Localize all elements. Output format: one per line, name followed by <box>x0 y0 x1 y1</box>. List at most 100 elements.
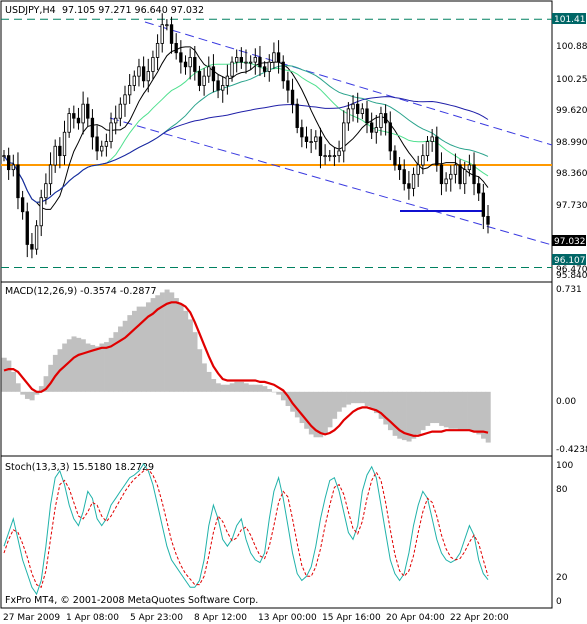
macd-histogram-bar <box>374 391 380 414</box>
candle <box>30 233 34 259</box>
candle <box>435 126 439 172</box>
time-tick: 5 Apr 23:00 <box>130 613 183 623</box>
candle <box>439 152 444 196</box>
candle-body <box>407 183 411 189</box>
price-tick: 99.620 <box>556 106 587 116</box>
candle <box>481 183 486 230</box>
candle <box>137 58 141 87</box>
candle <box>62 120 67 165</box>
candle-body <box>155 43 160 58</box>
candle-body <box>20 197 25 213</box>
candle-body <box>472 164 476 185</box>
macd-histogram-bar <box>113 332 119 392</box>
candle-body <box>328 155 332 158</box>
candle <box>183 55 188 75</box>
candle-body <box>453 164 458 175</box>
candle-body <box>132 75 136 86</box>
candle-body <box>449 173 453 180</box>
candle-body <box>481 192 486 217</box>
macd-histogram-bar <box>304 391 310 429</box>
candle-body <box>11 164 15 171</box>
stoch-tick: 0 <box>556 597 562 607</box>
macd-histogram-bar <box>481 391 487 439</box>
candle <box>416 155 420 187</box>
candle-body <box>444 178 448 185</box>
candle-body <box>467 164 472 171</box>
candle <box>267 54 271 82</box>
candle-body <box>137 66 141 77</box>
candle <box>346 102 351 131</box>
macd-histogram-bar <box>327 391 333 428</box>
candle-body <box>318 136 323 157</box>
candle <box>239 47 244 69</box>
stoch-axis: 100 80 20 0 <box>556 461 573 607</box>
macd-histogram-bar <box>118 326 124 392</box>
candle-body <box>62 131 67 157</box>
macd-histogram-bar <box>234 381 240 392</box>
candle <box>425 135 430 162</box>
candle <box>221 76 225 103</box>
candle-body <box>253 57 257 63</box>
macd-histogram-bar <box>346 391 352 405</box>
candle-body <box>207 66 211 77</box>
candle-body <box>411 173 416 189</box>
candle <box>388 111 392 161</box>
candle-body <box>281 61 285 82</box>
candle <box>109 112 113 149</box>
candle <box>342 110 346 163</box>
macd-histogram-bar <box>332 391 338 419</box>
candle-body <box>393 150 397 166</box>
macd-histogram-bar <box>415 391 421 435</box>
candle-body <box>416 164 420 175</box>
candle <box>323 144 327 165</box>
candle <box>328 150 332 162</box>
candle-body <box>100 145 104 152</box>
macd-histogram-bar <box>66 339 72 392</box>
candle-body <box>174 43 178 54</box>
candle-body <box>258 57 262 68</box>
price-tick: 98.360 <box>556 169 587 179</box>
macd-histogram-bar <box>187 319 193 392</box>
macd-histogram-bar <box>145 302 151 392</box>
candle <box>351 95 355 122</box>
macd-histogram-bar <box>448 391 454 429</box>
candle <box>104 133 109 157</box>
copyright-label: FxPro MT4, © 2001-2008 MetaQuotes Softwa… <box>5 595 258 606</box>
macd-histogram-bar <box>1 357 7 392</box>
macd-histogram-bar <box>29 391 35 401</box>
candle-body <box>114 117 118 124</box>
candle <box>127 74 132 104</box>
macd-histogram-bar <box>476 391 482 435</box>
candle-body <box>225 75 230 86</box>
macd-histogram-bar <box>420 391 426 431</box>
price-tick: 97.730 <box>556 201 587 211</box>
candle-body <box>25 211 29 245</box>
candle <box>11 154 15 177</box>
candle <box>463 161 467 194</box>
candle-body <box>272 52 276 63</box>
candle <box>449 165 453 192</box>
macd-histogram-bar <box>406 391 412 442</box>
candle-body <box>2 155 6 158</box>
candle-body <box>309 141 313 143</box>
macd-panel[interactable]: MACD(12,26,9) -0.3574 -0.2877 0.731 0.00… <box>0 281 587 457</box>
candle <box>118 97 123 127</box>
candle <box>72 105 76 129</box>
candle-body <box>235 57 239 63</box>
price-tick: 100.880 <box>556 42 587 52</box>
macd-histogram-bar <box>85 343 91 392</box>
macd-histogram-bar <box>38 386 44 392</box>
candle-body <box>314 136 318 142</box>
candle-body <box>397 164 402 171</box>
candle-body <box>165 24 169 27</box>
macd-histogram-bar <box>378 391 384 419</box>
stoch-panel[interactable]: Stoch(13,3,3) 15.5180 18.2729 100 80 20 … <box>0 455 573 609</box>
price-panel-frame <box>0 0 553 283</box>
candle-body <box>151 57 155 72</box>
macd-histogram-bar <box>341 391 347 408</box>
candle-body <box>337 150 341 157</box>
candle <box>258 45 262 76</box>
candle <box>411 167 416 197</box>
price-panel[interactable]: USDJPY,H4 97.105 97.271 96.640 97.032 10… <box>0 0 587 283</box>
